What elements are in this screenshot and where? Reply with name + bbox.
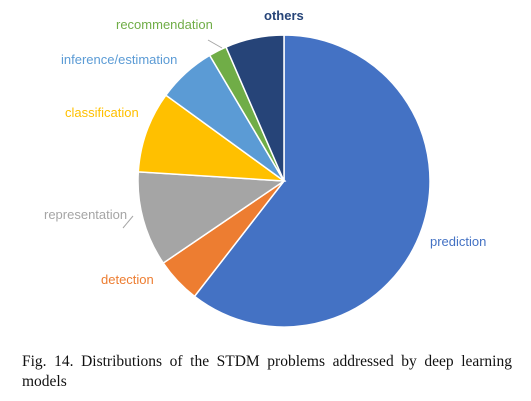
figure-caption: Fig. 14. Distributions of the STDM probl…	[22, 353, 512, 390]
slice-label-recommendation: recommendation	[116, 17, 213, 32]
slice-label-inference-estimation: inference/estimation	[61, 52, 177, 67]
pie-slice-others	[225, 34, 285, 182]
slice-label-others: others	[264, 8, 304, 23]
pie-slices	[137, 34, 431, 328]
leader-line-representation	[122, 215, 134, 229]
slice-label-prediction: prediction	[430, 234, 486, 249]
pie-chart-svg: prediction detection representation classif…	[44, 8, 486, 328]
leader-lines	[122, 39, 223, 229]
pie-slice-classification	[137, 94, 287, 182]
slice-label-detection: detection	[101, 272, 154, 287]
slice-label-classification: classification	[65, 105, 139, 120]
pie-slice-prediction	[193, 34, 431, 328]
slice-labels: prediction detection representation classif…	[44, 8, 486, 287]
slice-label-representation: representation	[44, 207, 127, 222]
pie-chart: prediction detection representation classif…	[44, 8, 486, 328]
leader-line-recommendation	[207, 39, 223, 49]
pie-slice-representation	[137, 171, 287, 265]
